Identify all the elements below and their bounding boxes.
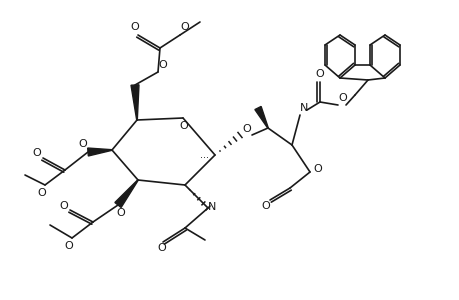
Text: O: O (242, 124, 251, 134)
Text: O: O (130, 22, 139, 32)
Text: O: O (315, 69, 324, 79)
Text: ···: ··· (200, 153, 209, 163)
Text: O: O (338, 93, 347, 103)
Text: O: O (261, 201, 270, 211)
Polygon shape (115, 180, 138, 208)
Text: O: O (33, 148, 41, 158)
Text: O: O (60, 201, 68, 211)
Text: O: O (117, 208, 125, 218)
Text: O: O (78, 139, 87, 149)
Text: O: O (313, 164, 322, 174)
Text: O: O (158, 60, 167, 70)
Text: N: N (207, 202, 216, 212)
Text: N: N (299, 103, 308, 113)
Text: O: O (157, 243, 166, 253)
Text: O: O (180, 22, 189, 32)
Polygon shape (254, 106, 268, 128)
Text: O: O (38, 188, 46, 198)
Polygon shape (131, 85, 139, 120)
Text: O: O (179, 121, 188, 131)
Polygon shape (88, 148, 112, 156)
Text: O: O (64, 241, 73, 251)
